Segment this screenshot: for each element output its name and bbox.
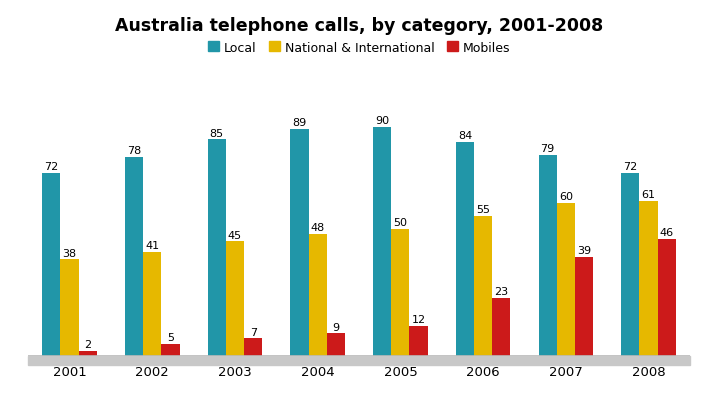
Bar [226, 242, 244, 356]
Bar [290, 130, 308, 356]
Text: 9: 9 [332, 322, 339, 332]
Bar [161, 344, 180, 356]
Bar [455, 143, 474, 356]
Bar [410, 326, 428, 356]
Text: 41: 41 [145, 240, 159, 250]
Bar [308, 234, 327, 356]
Bar [61, 260, 79, 356]
Text: 2: 2 [84, 339, 92, 350]
Bar [42, 173, 61, 356]
Text: 72: 72 [44, 161, 58, 171]
Bar [658, 239, 676, 356]
Text: 7: 7 [250, 327, 257, 337]
Bar [125, 158, 143, 356]
Text: 89: 89 [292, 118, 307, 128]
Text: 45: 45 [228, 230, 242, 240]
Text: 38: 38 [63, 248, 77, 258]
Bar [28, 356, 690, 365]
Bar [208, 140, 226, 356]
Text: 61: 61 [641, 190, 655, 199]
Bar [143, 252, 161, 356]
Text: 23: 23 [494, 286, 508, 296]
Text: 12: 12 [412, 314, 426, 324]
Text: 5: 5 [167, 332, 174, 342]
Text: 60: 60 [559, 192, 573, 202]
Bar [539, 155, 557, 356]
Text: 78: 78 [127, 146, 142, 156]
Bar [327, 333, 345, 356]
Bar [621, 173, 639, 356]
Text: 39: 39 [577, 245, 591, 255]
Bar [474, 216, 492, 356]
Bar [557, 204, 575, 356]
Text: 79: 79 [541, 143, 555, 153]
Title: Australia telephone calls, by category, 2001-2008: Australia telephone calls, by category, … [115, 17, 603, 35]
Text: 72: 72 [623, 161, 638, 171]
Bar [575, 257, 593, 356]
Text: 85: 85 [210, 128, 224, 138]
Bar [639, 201, 658, 356]
Bar [373, 127, 391, 356]
Text: 55: 55 [476, 205, 490, 215]
Text: 46: 46 [660, 228, 674, 237]
Text: 90: 90 [375, 115, 389, 126]
Text: 84: 84 [458, 131, 472, 141]
Legend: Local, National & International, Mobiles: Local, National & International, Mobiles [203, 36, 515, 60]
Bar [79, 351, 97, 356]
Bar [391, 229, 410, 356]
Bar [244, 339, 263, 356]
Text: 48: 48 [310, 222, 325, 232]
Text: 50: 50 [394, 217, 408, 227]
Bar [492, 298, 510, 356]
